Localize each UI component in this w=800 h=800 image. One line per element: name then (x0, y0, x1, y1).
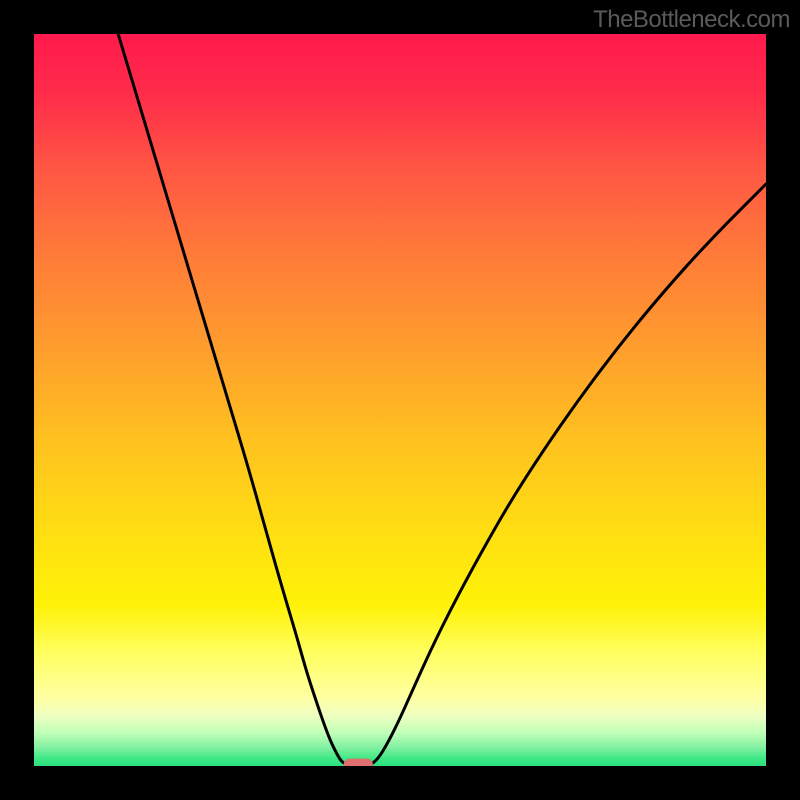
chart-background (34, 34, 766, 766)
optimal-marker (344, 759, 373, 766)
watermark-text: TheBottleneck.com (593, 6, 790, 34)
bottleneck-chart (34, 34, 766, 766)
chart-svg (34, 34, 766, 766)
